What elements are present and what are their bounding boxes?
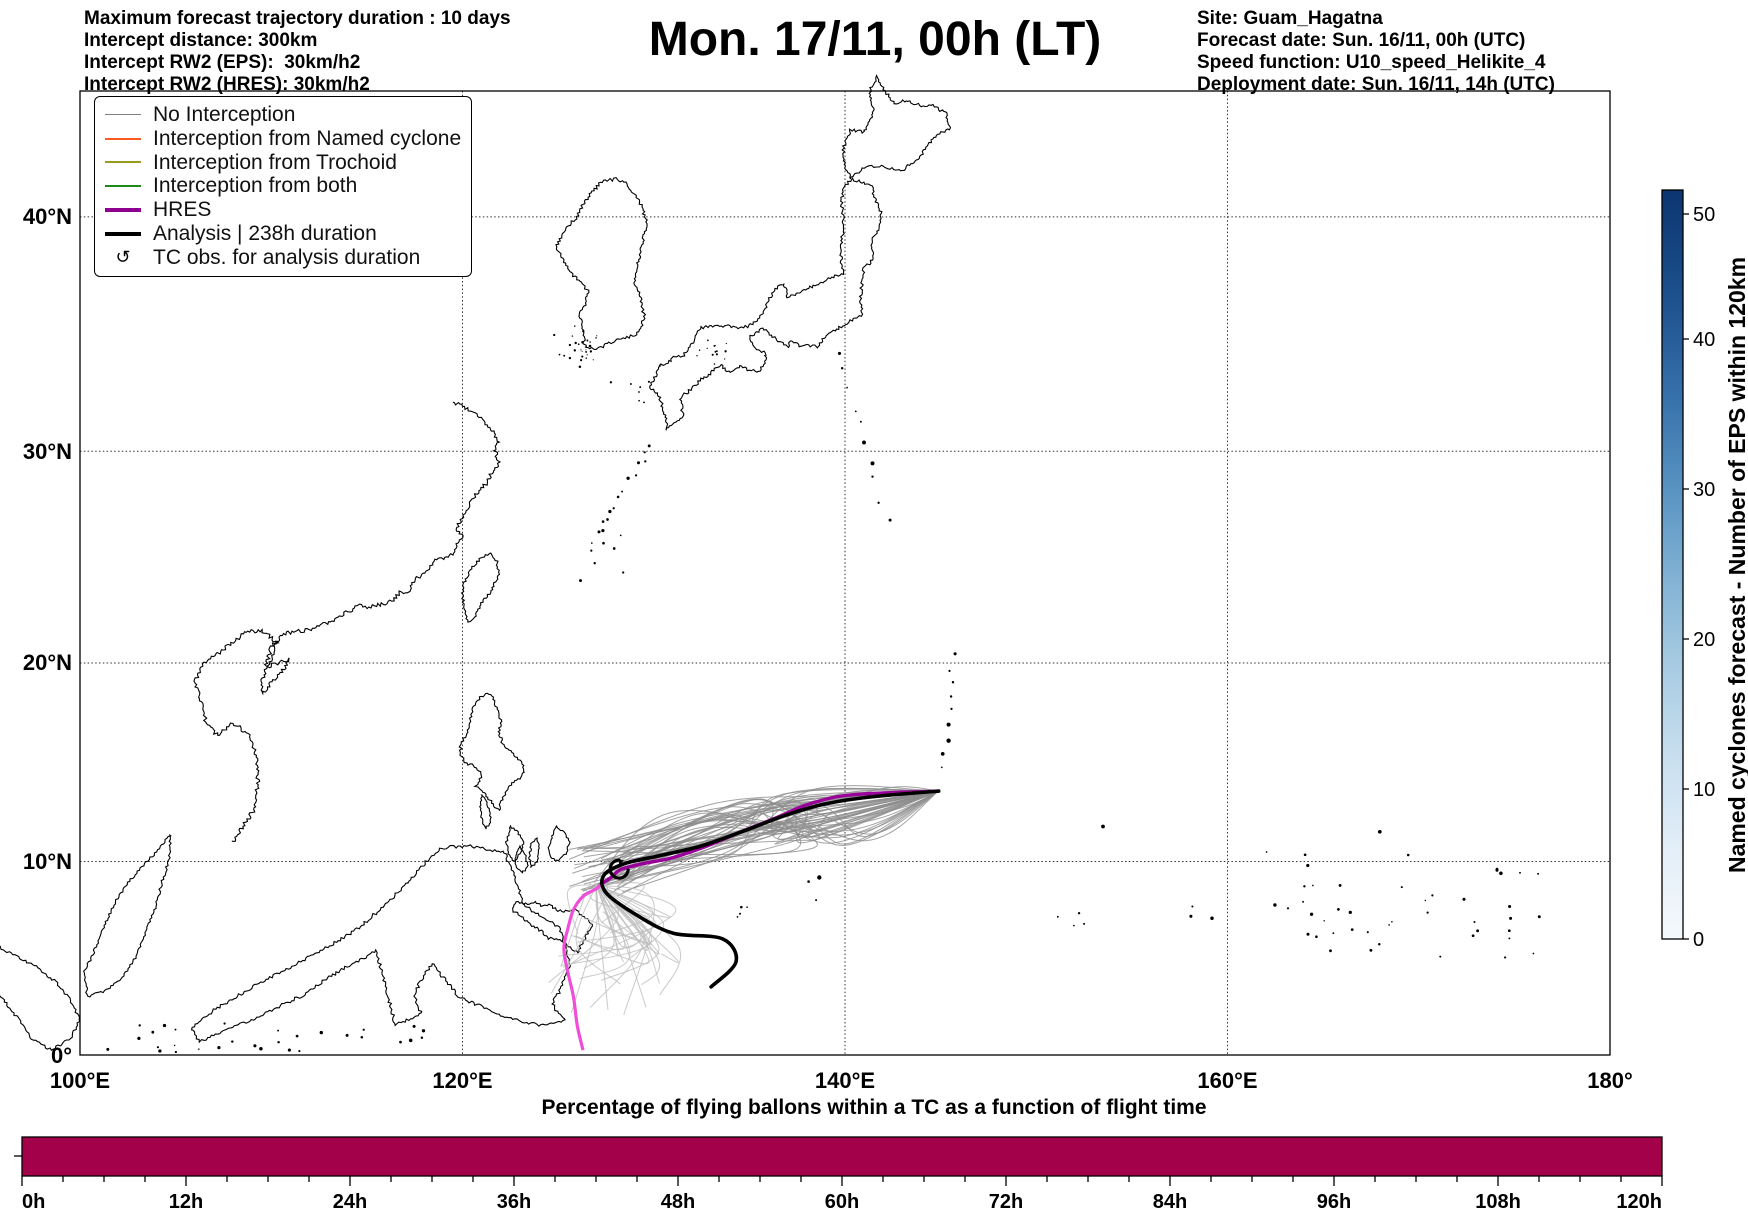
- svg-text:84h: 84h: [1153, 1191, 1187, 1213]
- svg-text:120h: 120h: [1616, 1191, 1662, 1213]
- svg-text:96h: 96h: [1317, 1191, 1351, 1213]
- svg-text:0h: 0h: [22, 1191, 45, 1213]
- svg-text:72h: 72h: [989, 1191, 1023, 1213]
- svg-text:60h: 60h: [825, 1191, 859, 1213]
- svg-text:36h: 36h: [497, 1191, 531, 1213]
- svg-text:48h: 48h: [661, 1191, 695, 1213]
- svg-text:108h: 108h: [1475, 1191, 1521, 1213]
- svg-text:12h: 12h: [169, 1191, 203, 1213]
- svg-text:24h: 24h: [333, 1191, 367, 1213]
